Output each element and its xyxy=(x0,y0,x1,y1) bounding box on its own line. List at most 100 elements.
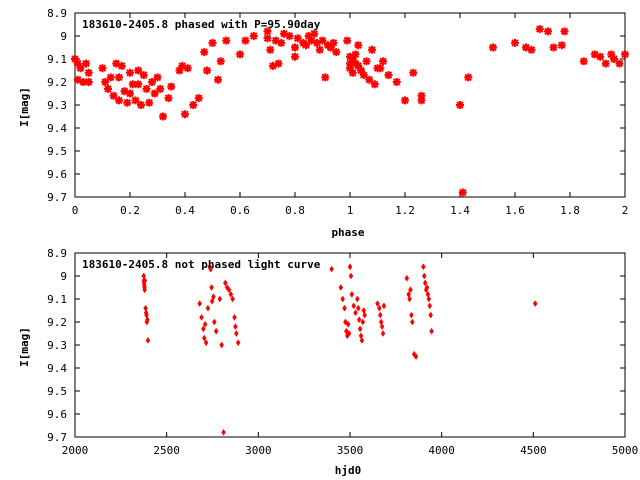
y-tick-label: 9.1 xyxy=(47,293,67,306)
data-point xyxy=(359,336,365,344)
data-point xyxy=(263,34,272,43)
data-point xyxy=(150,89,159,98)
data-point xyxy=(426,295,432,303)
data-point xyxy=(205,304,211,312)
data-point xyxy=(208,265,213,273)
x-tick-label: 0.4 xyxy=(175,204,195,217)
data-point xyxy=(145,336,151,344)
data-point xyxy=(137,101,145,109)
data-point xyxy=(226,286,232,294)
data-point xyxy=(380,330,386,337)
data-point xyxy=(212,318,217,326)
y-tick-label: 9.6 xyxy=(47,168,67,181)
data-point xyxy=(343,318,348,326)
data-point xyxy=(71,55,79,63)
data-point xyxy=(194,94,203,103)
data-point xyxy=(117,61,126,70)
y-tick-label: 9.2 xyxy=(47,76,67,89)
data-point xyxy=(126,68,134,77)
x-tick-label: 0.8 xyxy=(285,204,305,217)
data-point xyxy=(302,41,310,50)
data-point xyxy=(209,284,214,291)
data-point xyxy=(167,82,176,91)
y-tick-label: 9.7 xyxy=(47,191,67,204)
x-tick-label: 3500 xyxy=(337,444,364,457)
data-point xyxy=(73,59,82,68)
data-point xyxy=(232,313,237,321)
data-point xyxy=(101,78,110,86)
data-point xyxy=(349,290,355,298)
data-point xyxy=(200,48,209,57)
data-point xyxy=(178,61,187,70)
data-point xyxy=(139,71,148,80)
data-point xyxy=(413,353,419,360)
data-point xyxy=(347,263,353,271)
data-point xyxy=(458,188,467,197)
data-point xyxy=(236,50,244,59)
data-point xyxy=(329,38,338,47)
data-point xyxy=(153,73,162,82)
data-point xyxy=(106,73,115,82)
y-tick-label: 9.1 xyxy=(47,53,67,66)
data-point xyxy=(329,265,334,273)
data-point xyxy=(201,334,207,342)
data-point xyxy=(410,318,415,326)
x-tick-label: 1.6 xyxy=(505,204,525,217)
data-point xyxy=(532,300,538,308)
data-point xyxy=(357,325,363,333)
data-point xyxy=(345,320,351,328)
x-tick-label: 2 xyxy=(622,204,629,217)
x-tick-label: 0 xyxy=(72,204,79,217)
data-point xyxy=(421,272,427,280)
data-point xyxy=(285,32,294,40)
data-point xyxy=(354,41,363,50)
data-point xyxy=(201,325,206,333)
data-point xyxy=(304,32,313,40)
x-tick-label: 0.6 xyxy=(230,204,250,217)
data-point xyxy=(202,320,208,328)
data-point xyxy=(142,84,151,93)
data-point xyxy=(269,61,277,70)
data-point xyxy=(409,68,418,77)
data-point xyxy=(183,64,192,73)
data-point xyxy=(368,45,376,54)
unphased-light-curve-panel: 2000 2500 3000 3500 4000 4500 5000 8.9 9 9.1 9.2 9.… xyxy=(18,247,638,477)
data-point xyxy=(318,36,327,45)
data-point xyxy=(326,43,335,52)
data-point xyxy=(379,323,385,331)
data-point xyxy=(131,96,140,105)
x-tick-label: 1.8 xyxy=(560,204,580,217)
data-point xyxy=(590,50,599,59)
x-tick-label: 0.2 xyxy=(120,204,140,217)
data-point xyxy=(489,43,497,52)
data-point xyxy=(164,94,173,103)
data-point xyxy=(607,50,616,59)
y-axis-label: I[mag] xyxy=(18,87,31,127)
data-point xyxy=(351,50,360,59)
data-point xyxy=(234,330,239,337)
data-point xyxy=(115,96,123,105)
data-point xyxy=(615,59,624,68)
data-point xyxy=(348,68,357,77)
data-point xyxy=(156,84,165,93)
plot-frame xyxy=(74,252,626,438)
data-point xyxy=(417,96,426,105)
data-point xyxy=(73,75,82,84)
x-tick-label: 2000 xyxy=(62,444,89,457)
data-point xyxy=(228,290,234,298)
y-tick-label: 9.5 xyxy=(47,385,67,398)
data-point xyxy=(379,57,387,66)
x-tick-label: 1.4 xyxy=(450,204,470,217)
y-tick-label: 9.3 xyxy=(47,339,67,352)
data-point xyxy=(384,71,393,80)
data-point xyxy=(291,52,299,61)
data-point xyxy=(148,78,156,86)
data-point xyxy=(356,316,362,324)
data-point xyxy=(355,304,361,312)
data-point xyxy=(199,313,204,321)
data-point xyxy=(82,59,90,68)
data-point xyxy=(348,55,357,63)
data-point xyxy=(142,286,147,294)
data-point xyxy=(348,272,354,280)
data-point xyxy=(527,45,536,54)
